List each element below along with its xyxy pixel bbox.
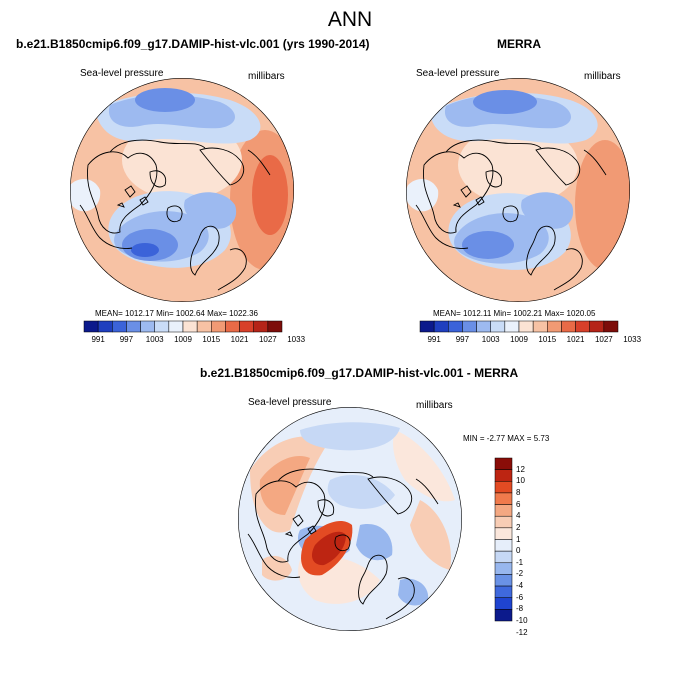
colorbar-tick-label: -6 — [516, 592, 524, 602]
colorbar-swatch — [154, 320, 170, 333]
colorbar-swatch — [547, 320, 562, 333]
colorbar-swatch — [504, 320, 520, 333]
colorbar-swatch — [575, 320, 590, 333]
colorbar-swatch — [494, 481, 513, 494]
panel-2-units-label: millibars — [584, 71, 621, 82]
colorbar-swatch — [494, 469, 513, 482]
colorbar-tick-label: 12 — [516, 464, 525, 474]
colorbar-tick-label: 1027 — [258, 335, 277, 344]
colorbar-swatch — [494, 539, 513, 552]
panel-1-title: b.e21.B1850cmip6.f09_g17.DAMIP-hist-vlc.… — [16, 37, 370, 51]
colorbar-tick-label: 0 — [516, 546, 521, 556]
colorbar-swatch — [494, 574, 513, 587]
colorbar-swatch — [518, 320, 534, 333]
colorbar-swatch — [83, 320, 99, 333]
colorbar-tick-label: 1021 — [230, 335, 249, 344]
colorbar-swatch — [561, 320, 576, 333]
colorbar-model — [83, 320, 283, 333]
colorbar-tick-label: 1009 — [510, 335, 528, 344]
panel-1-variable-label: Sea-level pressure — [80, 68, 164, 79]
panel-2-variable-label: Sea-level pressure — [416, 68, 500, 79]
colorbar-tick-label: 1003 — [145, 335, 164, 344]
colorbar-swatch — [494, 609, 513, 622]
colorbar-tick-label: 1015 — [202, 335, 221, 344]
colorbar-swatch — [494, 562, 513, 575]
colorbar-swatch — [211, 320, 226, 333]
colorbar-tick-label: -12 — [516, 627, 528, 637]
colorbar-tick-label: 4 — [516, 511, 521, 521]
colorbar-tick-label: 1 — [516, 534, 521, 544]
colorbar-swatch — [494, 550, 513, 564]
colorbar-swatch — [196, 320, 212, 333]
colorbar-swatch — [448, 320, 463, 333]
colorbar-swatch — [239, 320, 254, 333]
colorbar-tick-label: 6 — [516, 499, 521, 509]
colorbar-swatch — [253, 320, 269, 333]
colorbar-merra — [419, 320, 619, 333]
colorbar-tick-label: -10 — [516, 616, 528, 625]
colorbar-swatch — [603, 320, 619, 333]
colorbar-tick-label: 991 — [427, 335, 441, 344]
colorbar-tick-label: 997 — [119, 335, 134, 344]
colorbar-swatch — [126, 320, 141, 333]
colorbar-tick-label: 1021 — [566, 335, 585, 344]
panel-3-title: b.e21.B1850cmip6.f09_g17.DAMIP-hist-vlc.… — [200, 366, 519, 380]
colorbar-tick-label: 8 — [516, 487, 521, 497]
panel-2-title: MERRA — [497, 37, 541, 51]
colorbar-swatch — [494, 457, 513, 470]
colorbar-tick-label: 10 — [516, 476, 525, 486]
colorbar-tick-label: 2 — [516, 522, 521, 532]
colorbar-swatch — [225, 320, 240, 333]
colorbar-swatch — [494, 585, 513, 598]
colorbar-tick-label: 997 — [455, 335, 470, 344]
colorbar-swatch — [267, 320, 283, 333]
colorbar-difference — [494, 457, 513, 622]
colorbar-swatch — [490, 320, 506, 333]
colorbar-swatch — [494, 597, 513, 610]
map-merra — [406, 78, 630, 302]
colorbar-tick-label: 1033 — [287, 335, 306, 344]
colorbar-swatch — [97, 320, 113, 333]
panel-2-stats: MEAN= 1012.11 Min= 1002.21 Max= 1020.05 — [433, 309, 596, 318]
panel-3-units-label: millibars — [416, 400, 453, 411]
panel-1-units-label: millibars — [248, 71, 285, 82]
colorbar-swatch — [494, 492, 513, 505]
colorbar-tick-label: -4 — [516, 581, 524, 591]
colorbar-swatch — [112, 320, 127, 333]
colorbar-tick-label: 1027 — [594, 335, 613, 344]
colorbar-swatch — [182, 320, 198, 333]
colorbar-swatch — [462, 320, 477, 333]
colorbar-tick-label: 991 — [91, 335, 105, 344]
colorbar-tick-label: -2 — [516, 569, 524, 579]
colorbar-tick-label: 1015 — [538, 335, 557, 344]
colorbar-tick-label: 1003 — [481, 335, 500, 344]
colorbar-swatch — [494, 527, 513, 540]
colorbar-tick-label: 1009 — [174, 335, 192, 344]
colorbar-tick-label: -8 — [516, 604, 524, 614]
colorbar-tick-label: 1033 — [623, 335, 642, 344]
colorbar-swatch — [532, 320, 548, 333]
colorbar-swatch — [140, 320, 155, 333]
colorbar-swatch — [419, 320, 435, 333]
colorbar-swatch — [168, 320, 184, 333]
panel-1-stats: MEAN= 1012.17 Min= 1002.64 Max= 1022.36 — [95, 309, 258, 318]
panel-3-stats: MIN = -2.77 MAX = 5.73 — [463, 434, 550, 443]
colorbar-swatch — [494, 504, 513, 517]
map-model — [70, 78, 294, 302]
panel-3-variable-label: Sea-level pressure — [248, 397, 332, 408]
map-difference — [238, 407, 462, 631]
colorbar-tick-label: -1 — [516, 557, 524, 567]
colorbar-swatch — [589, 320, 605, 333]
page-title: ANN — [327, 8, 373, 31]
colorbar-swatch — [476, 320, 491, 333]
colorbar-swatch — [494, 515, 513, 529]
colorbar-swatch — [433, 320, 449, 333]
